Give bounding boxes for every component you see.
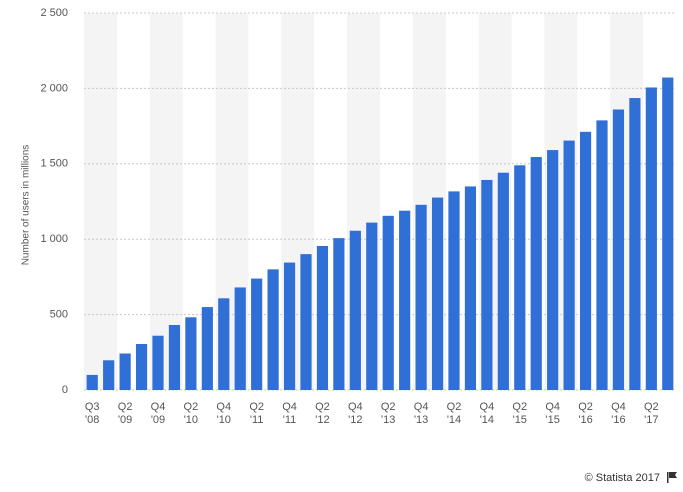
background-bands: [84, 13, 644, 390]
x-tick-label: Q4'09: [151, 401, 166, 426]
x-tick-label: Q4'16: [611, 401, 626, 426]
y-tick-label: 1 500: [40, 158, 68, 170]
bar: [251, 278, 263, 390]
bar: [464, 186, 477, 390]
bar: [119, 353, 131, 390]
bar: [530, 157, 542, 390]
bar: [135, 344, 148, 390]
x-tick-label: Q4'13: [414, 401, 429, 426]
x-tick-label: Q4'14: [480, 401, 495, 426]
bar: [300, 254, 312, 390]
bar: [103, 360, 115, 390]
bar: [514, 165, 526, 390]
bar: [382, 215, 394, 390]
x-tick-label: Q4'12: [348, 401, 363, 426]
bar: [201, 307, 213, 390]
bar: [86, 374, 98, 390]
band: [84, 13, 117, 390]
x-tick-label: Q4'11: [282, 401, 297, 426]
bar: [645, 87, 657, 390]
x-tick-label: Q2'17: [644, 401, 659, 426]
x-tick-label: Q2'09: [118, 401, 133, 426]
bar: [185, 317, 197, 390]
y-tick-label: 2 500: [40, 7, 68, 19]
bar: [168, 325, 181, 390]
source: © Statista 2017: [585, 472, 660, 484]
y-axis-label: Number of users in millions: [21, 145, 32, 266]
bar: [267, 269, 279, 390]
bar: [234, 287, 246, 390]
bar: [629, 98, 641, 390]
y-tick-label: 0: [62, 384, 68, 396]
bar: [366, 222, 378, 390]
y-tick-label: 1 000: [40, 233, 68, 245]
x-tick-label: Q2'14: [447, 401, 462, 426]
bar: [547, 150, 559, 390]
x-tick-label: Q4'15: [545, 401, 560, 426]
x-tick-label: Q2'12: [315, 401, 330, 426]
x-tick-label: Q2'16: [578, 401, 593, 426]
bar: [563, 140, 575, 390]
x-tick-label: Q2'15: [512, 401, 527, 426]
bar: [481, 179, 493, 390]
bar: [662, 77, 674, 391]
bar: [431, 197, 444, 390]
bar: [316, 245, 329, 390]
bar: [283, 262, 296, 390]
x-tick-label: Q2'10: [184, 401, 199, 426]
bar: [448, 191, 460, 390]
bar: [152, 335, 164, 390]
y-tick-label: 500: [50, 309, 68, 321]
bar: [333, 238, 345, 390]
bar: [218, 298, 230, 390]
bar: [497, 172, 509, 390]
x-tick-label: Q2'11: [249, 401, 264, 426]
bar: [399, 210, 411, 390]
bar: [612, 109, 625, 391]
bar: [415, 204, 427, 390]
bar: [349, 230, 361, 390]
y-tick-label: 2 000: [40, 82, 68, 94]
x-tick-label: Q4'10: [216, 401, 231, 426]
x-tick-label: Q3'08: [85, 401, 100, 426]
bar: [579, 131, 592, 391]
bar: [596, 120, 608, 390]
x-tick-label: Q2'13: [381, 401, 396, 426]
flag-icon: [667, 472, 677, 483]
